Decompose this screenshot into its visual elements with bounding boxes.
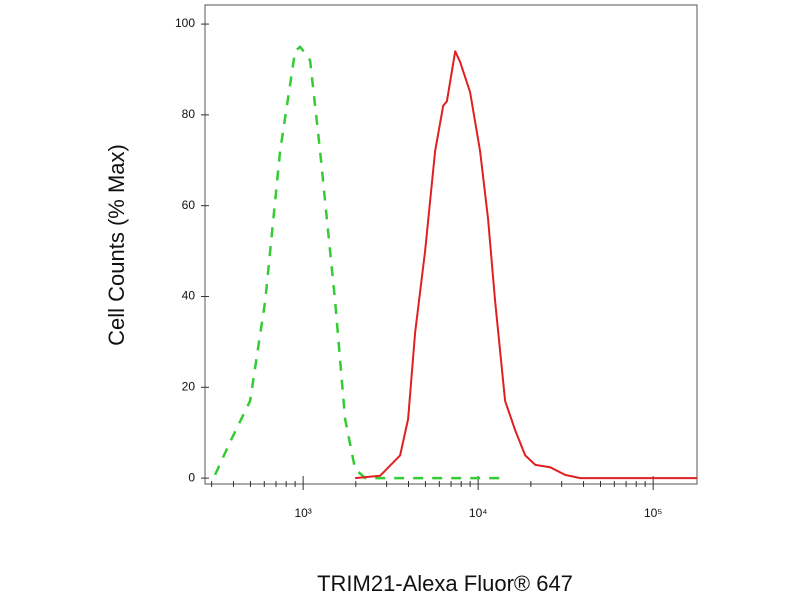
x-tick-label: 10⁵ [644,506,662,520]
y-tick-label: 20 [182,379,196,393]
x-tick-label: 10³ [294,506,311,520]
y-tick-label: 100 [175,16,195,30]
series-line [213,45,501,480]
y-tick-label: 80 [182,107,196,121]
y-tick-label: 60 [182,198,196,212]
y-axis-label: Cell Counts (% Max) [104,144,129,346]
x-axis-label: TRIM21-Alexa Fluor® 647 [317,571,573,596]
series-line [355,50,697,480]
y-tick-label: 40 [182,289,196,303]
x-tick-label: 10⁴ [469,506,488,520]
y-tick-label: 0 [188,470,195,484]
